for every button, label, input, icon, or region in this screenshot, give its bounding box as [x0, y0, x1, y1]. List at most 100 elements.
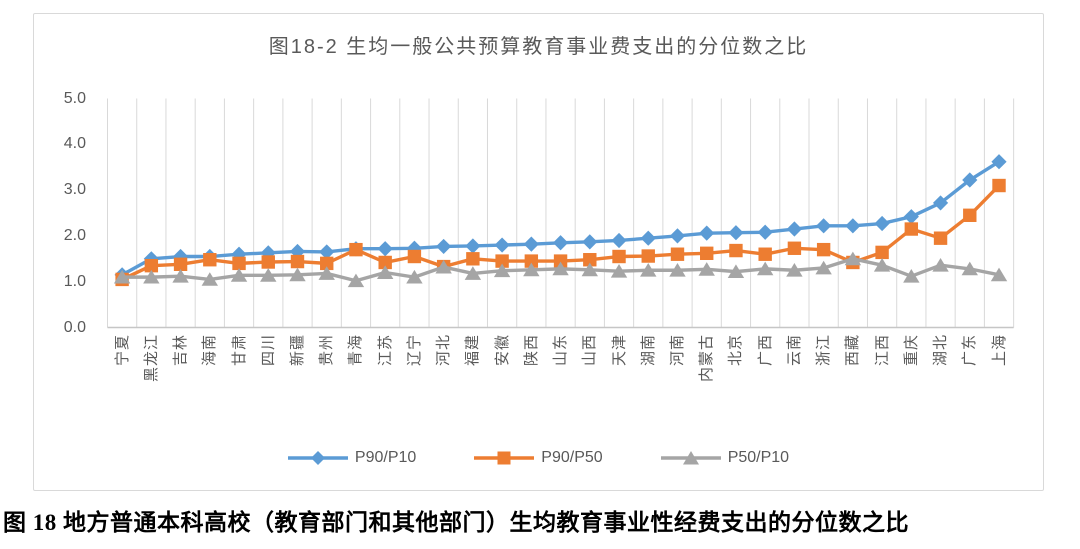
data-point-P90/P50-江西 — [875, 245, 889, 260]
data-point-P90/P50-湖北 — [933, 231, 948, 245]
y-tick-label-2.0: 2.0 — [63, 226, 86, 244]
data-point-P90/P10-广西 — [757, 224, 773, 240]
x-tick-label-河南: 河南 — [668, 334, 686, 367]
data-point-P90/P50-海南 — [203, 253, 217, 267]
x-tick-label-福建: 福建 — [464, 334, 482, 367]
data-point-P90/P10-贵州 — [319, 244, 335, 260]
x-tick-label-黑龙江: 黑龙江 — [142, 334, 160, 383]
data-point-P50/P10-河北 — [435, 259, 452, 274]
data-point-P90/P10-云南 — [786, 221, 803, 237]
y-tick-label-0.0: 0.0 — [63, 318, 86, 336]
x-tick-label-广东: 广东 — [961, 334, 979, 367]
data-point-P50/P10-内蒙古 — [698, 262, 715, 276]
x-tick-label-山东: 山东 — [552, 334, 570, 367]
legend-label-p90p50: P90/P50 — [541, 449, 603, 466]
data-point-P90/P10-内蒙古 — [699, 225, 715, 241]
data-point-P90/P50-新疆 — [290, 254, 305, 269]
data-point-P50/P10-甘肃 — [230, 268, 248, 282]
data-point-P90/P50-重庆 — [904, 222, 919, 236]
x-tick-label-西藏: 西藏 — [844, 334, 862, 367]
data-point-P90/P50-广西 — [758, 247, 772, 261]
data-point-P50/P10-安徽 — [493, 263, 511, 278]
data-point-P50/P10-吉林 — [172, 269, 189, 283]
x-tick-label-浙江: 浙江 — [815, 334, 833, 367]
x-tick-label-广西: 广西 — [756, 334, 774, 367]
data-point-P90/P50-内蒙古 — [700, 246, 714, 261]
x-tick-label-湖北: 湖北 — [932, 334, 950, 367]
legend-label-p50p10: P50/P10 — [727, 449, 790, 466]
data-point-P50/P10-辽宁 — [406, 269, 423, 284]
data-point-P90/P50-山东 — [553, 254, 568, 268]
legend-triangle-marker-icon — [660, 451, 721, 465]
data-point-P50/P10-江苏 — [376, 265, 394, 279]
data-point-P90/P10-山西 — [582, 234, 598, 250]
data-point-P90/P10-陕西 — [523, 236, 539, 252]
data-point-P50/P10-湖南 — [640, 263, 657, 277]
legend-diamond-marker-icon — [287, 451, 348, 465]
data-point-P50/P10-浙江 — [815, 260, 832, 275]
x-tick-label-重庆: 重庆 — [902, 334, 920, 367]
legend-item-p50p10: P50/P10 — [660, 449, 790, 467]
data-point-P90/P10-福建 — [465, 238, 481, 254]
data-point-P90/P10-黑龙江 — [143, 251, 159, 267]
data-point-P50/P10-河南 — [669, 263, 686, 277]
x-tick-label-宁夏: 宁夏 — [113, 334, 131, 367]
data-point-P90/P50-北京 — [729, 243, 743, 258]
x-tick-label-内蒙古: 内蒙古 — [698, 334, 716, 383]
x-tick-label-江苏: 江苏 — [376, 334, 394, 367]
x-tick-label-湖南: 湖南 — [639, 334, 657, 367]
data-point-P50/P10-云南 — [786, 263, 803, 277]
data-point-P90/P50-云南 — [787, 241, 802, 255]
data-point-P90/P10-江苏 — [377, 241, 393, 257]
x-tick-label-海南: 海南 — [201, 334, 219, 367]
data-point-P50/P10-山西 — [581, 262, 598, 277]
x-tick-label-山西: 山西 — [581, 334, 599, 367]
data-point-P90/P10-山东 — [552, 235, 569, 251]
data-point-P90/P50-浙江 — [816, 242, 831, 257]
data-point-P50/P10-重庆 — [903, 269, 920, 283]
x-tick-label-贵州: 贵州 — [318, 334, 336, 367]
data-point-P50/P10-陕西 — [523, 262, 540, 277]
data-point-P90/P50-陕西 — [524, 254, 539, 268]
data-point-P90/P10-湖南 — [640, 230, 656, 246]
data-point-P50/P10-福建 — [464, 266, 482, 280]
data-point-P50/P10-四川 — [260, 268, 277, 282]
chart-legend: P90/P10 P90/P50 P50/P10 — [33, 443, 1044, 473]
data-point-P90/P50-辽宁 — [407, 249, 422, 264]
data-point-P90/P10-广东 — [962, 172, 978, 188]
data-point-P90/P50-青海 — [349, 242, 363, 257]
data-point-P50/P10-广西 — [756, 261, 774, 276]
x-tick-label-云南: 云南 — [785, 334, 803, 367]
data-point-P90/P50-湖南 — [641, 249, 655, 263]
data-point-P90/P50-广东 — [963, 208, 977, 222]
legend-label-p90p10: P90/P10 — [354, 449, 417, 466]
data-point-P50/P10-新疆 — [289, 267, 306, 282]
data-point-P90/P10-辽宁 — [406, 240, 423, 256]
x-tick-label-陕西: 陕西 — [522, 334, 540, 367]
x-tick-label-河北: 河北 — [435, 334, 453, 367]
data-point-P90/P50-四川 — [261, 255, 275, 269]
data-point-P50/P10-西藏 — [844, 251, 862, 266]
data-point-P50/P10-广东 — [961, 261, 978, 276]
y-tick-label-5.0: 5.0 — [63, 89, 86, 107]
data-point-P90/P50-黑龙江 — [144, 258, 159, 273]
x-tick-label-上海: 上海 — [990, 334, 1008, 367]
data-point-P90/P10-河南 — [669, 228, 686, 244]
x-tick-label-辽宁: 辽宁 — [405, 334, 423, 367]
data-point-P90/P50-天津 — [612, 249, 626, 264]
x-tick-label-青海: 青海 — [347, 334, 365, 367]
data-point-P90/P50-江苏 — [378, 255, 392, 270]
data-point-P90/P50-安徽 — [495, 254, 509, 268]
data-point-P90/P10-甘肃 — [231, 246, 247, 262]
data-point-P50/P10-江西 — [873, 258, 891, 272]
data-point-P50/P10-天津 — [610, 263, 628, 278]
data-point-P90/P10-北京 — [728, 225, 744, 241]
y-tick-label-1.0: 1.0 — [63, 272, 86, 290]
data-point-P90/P10-天津 — [611, 232, 627, 249]
data-point-P90/P10-安徽 — [494, 237, 510, 253]
data-point-P50/P10-黑龙江 — [143, 269, 160, 284]
data-point-P50/P10-山东 — [552, 261, 569, 276]
data-point-P90/P50-上海 — [992, 178, 1006, 193]
data-point-P90/P10-浙江 — [816, 218, 832, 234]
